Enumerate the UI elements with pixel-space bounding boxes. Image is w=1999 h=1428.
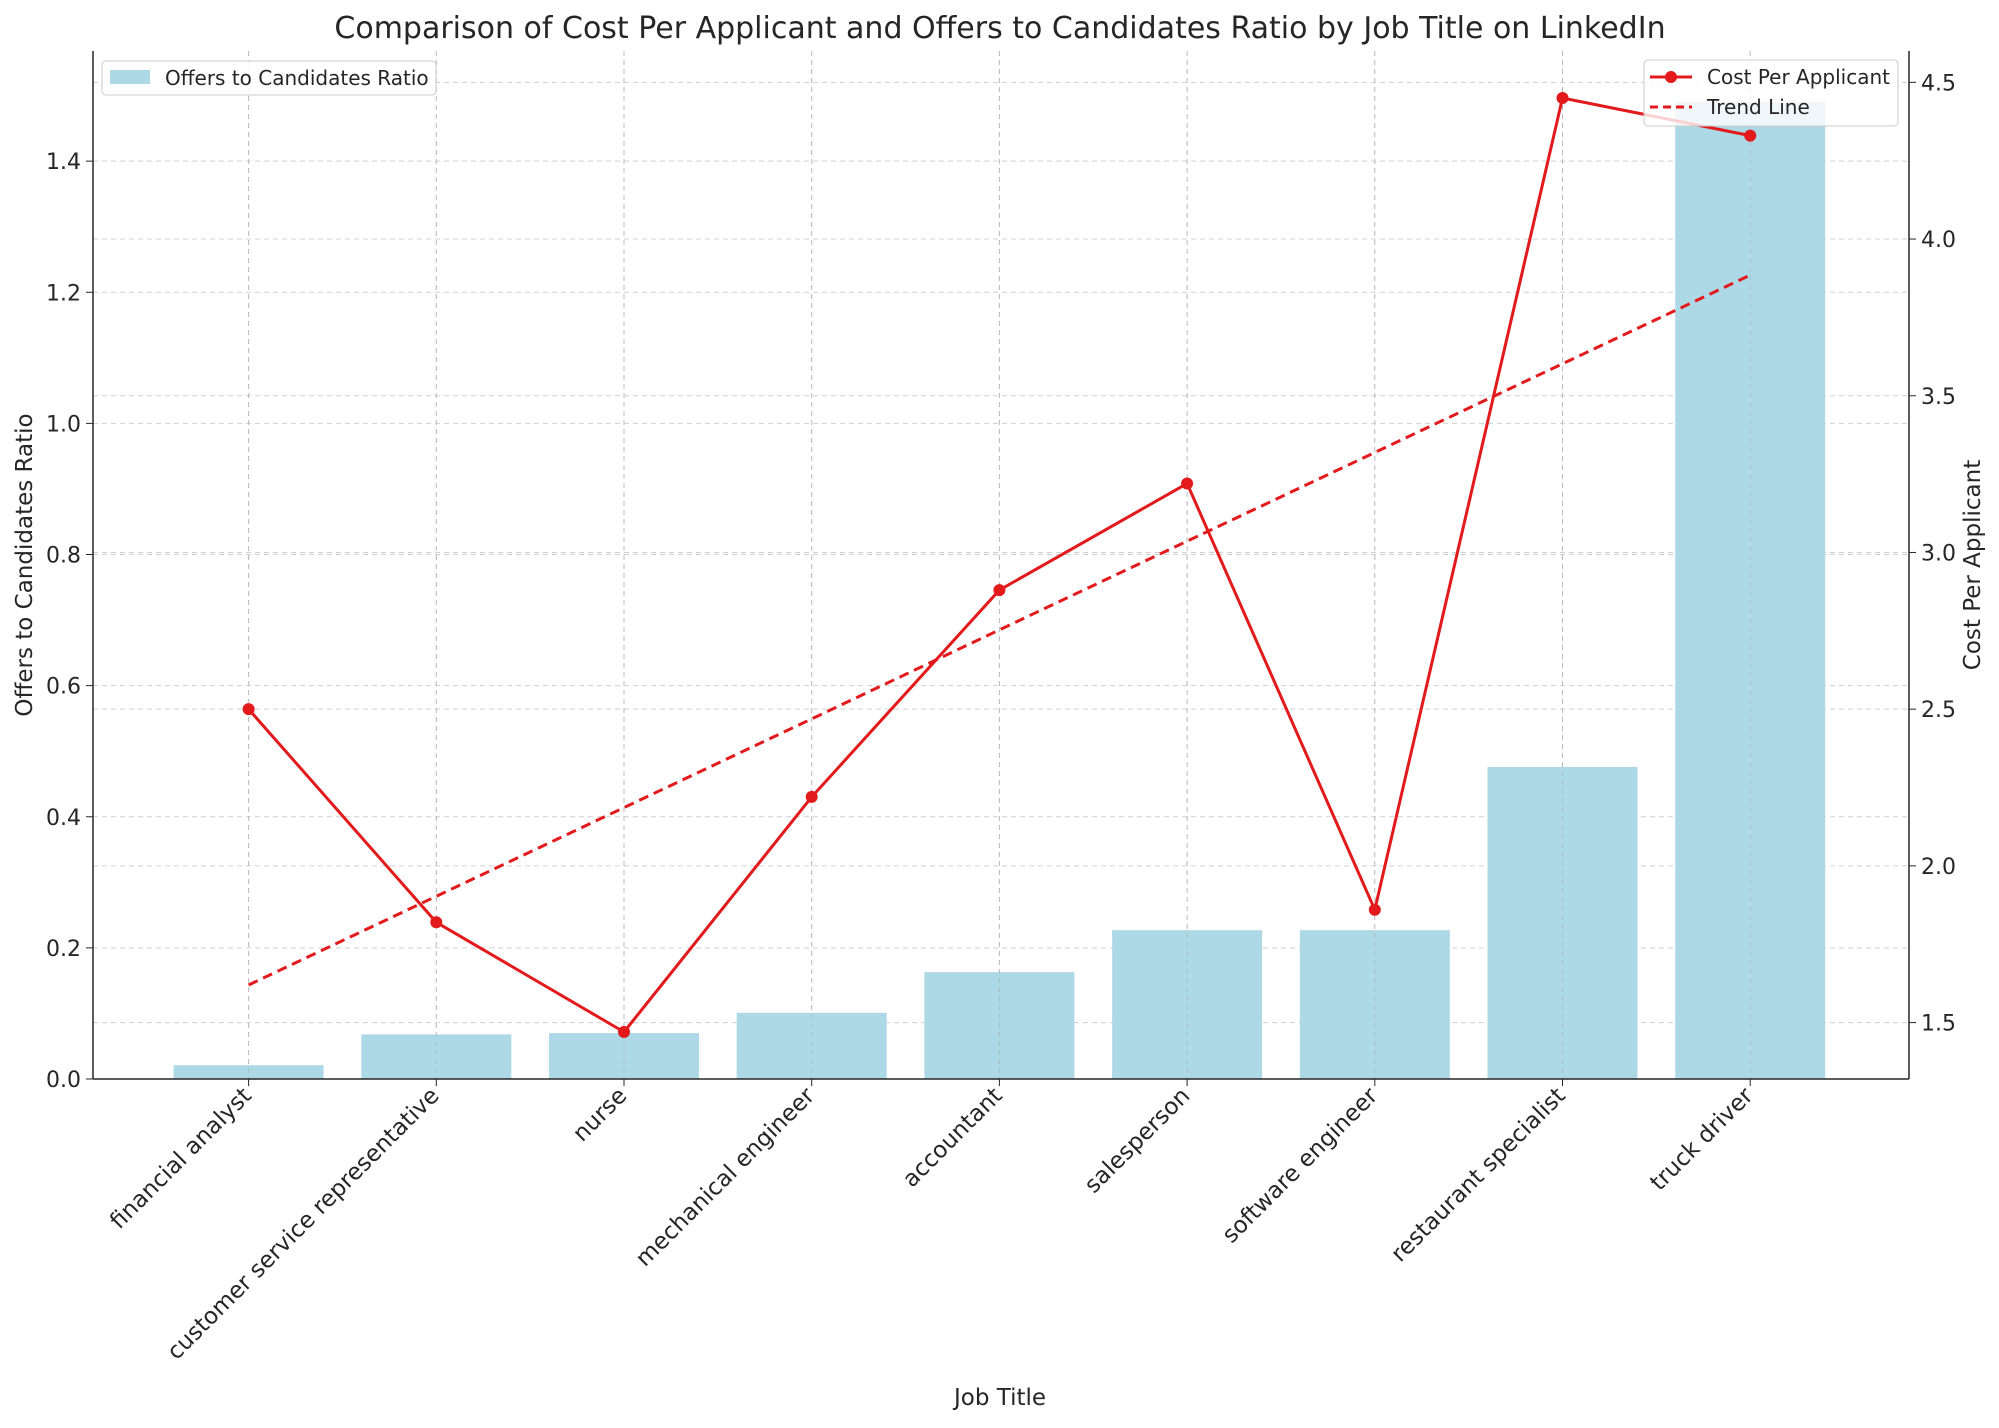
- x-axis-label: Job Title: [952, 1385, 1046, 1411]
- bar-nurse: [549, 1033, 699, 1079]
- cost-point-mechanical-engineer: [805, 790, 818, 803]
- y-tick-label-right: 3.0: [1921, 541, 1956, 566]
- chart-title: Comparison of Cost Per Applicant and Off…: [334, 11, 1665, 46]
- axes: 0.0 0.2 0.4 0.6 0.8 1.0 1.2 1.4 1.5 2.0 2.5 3.0 3.5 4…: [46, 51, 1956, 1365]
- cost-point-restaurant-specialist: [1556, 92, 1569, 105]
- cost-point-accountant: [993, 584, 1006, 597]
- y-tick-label-right: 1.5: [1921, 1012, 1956, 1037]
- legend-right: Cost Per Applicant Trend Line: [1643, 59, 1899, 127]
- y-tick-label-right: 2.0: [1921, 855, 1956, 880]
- legend-bar-label: Offers to Candidates Ratio: [165, 66, 429, 90]
- legend-left-box: [101, 60, 437, 96]
- bar-financial-analyst: [173, 1065, 324, 1079]
- trend-line: [247, 273, 1751, 987]
- legend-bar-swatch: [110, 70, 150, 84]
- x-tick-label: restaurant specialist: [1386, 1083, 1570, 1267]
- y-tick-label-right: 3.5: [1921, 385, 1956, 410]
- y-tick-label-left: 0.0: [46, 1068, 81, 1093]
- bar-accountant: [924, 972, 1075, 1079]
- y-axis-right-label: Cost Per Applicant: [1960, 460, 1986, 670]
- y-axis-left-label: Offers to Candidates Ratio: [12, 413, 38, 716]
- x-tick-label: nurse: [568, 1083, 632, 1147]
- y-tick-label-left: 1.4: [46, 150, 81, 175]
- x-tick-label: financial analyst: [105, 1083, 257, 1235]
- legend-marker-swatch: [1665, 71, 1677, 83]
- x-tick-label: accountant: [898, 1083, 1008, 1193]
- y-tick-label-right: 4.0: [1921, 228, 1956, 253]
- y-tick-label-right: 2.5: [1921, 698, 1956, 723]
- cost-point-customer-service-representative: [430, 916, 443, 929]
- bar-customer-service-representative: [361, 1034, 512, 1079]
- x-tick-label: truck driver: [1645, 1082, 1759, 1196]
- legend-left: Offers to Candidates Ratio: [101, 60, 437, 96]
- bar-salesperson: [1112, 930, 1263, 1079]
- cost-point-software-engineer: [1368, 903, 1381, 916]
- bar-software-engineer: [1299, 930, 1450, 1079]
- legend-line-label: Cost Per Applicant: [1707, 65, 1890, 89]
- legend-trend-label: Trend Line: [1706, 95, 1810, 119]
- cost-point-salesperson: [1181, 477, 1194, 490]
- legend-right-box: [1643, 59, 1899, 127]
- bar-truck-driver: [1675, 102, 1826, 1079]
- cost-point-nurse: [618, 1025, 630, 1038]
- y-tick-label-left: 1.0: [46, 412, 81, 437]
- cost-point-truck-driver: [1744, 129, 1757, 142]
- y-tick-label-right: 4.5: [1921, 71, 1956, 96]
- lines: [242, 92, 1757, 1038]
- x-tick-label: software engineer: [1217, 1082, 1383, 1248]
- y-tick-label-left: 0.4: [46, 806, 81, 831]
- y-tick-label-left: 0.2: [46, 937, 81, 962]
- bars: [173, 51, 1826, 1079]
- y-tick-label-left: 0.6: [46, 675, 81, 700]
- x-tick-label: salesperson: [1080, 1083, 1196, 1199]
- cost-point-financial-analyst: [242, 703, 255, 716]
- y-tick-label-left: 1.2: [46, 281, 81, 306]
- bar-mechanical-engineer: [736, 1012, 887, 1079]
- x-tick-label: mechanical engineer: [631, 1082, 820, 1271]
- y-tick-label-left: 0.8: [46, 544, 81, 569]
- bar-restaurant-specialist: [1487, 766, 1638, 1079]
